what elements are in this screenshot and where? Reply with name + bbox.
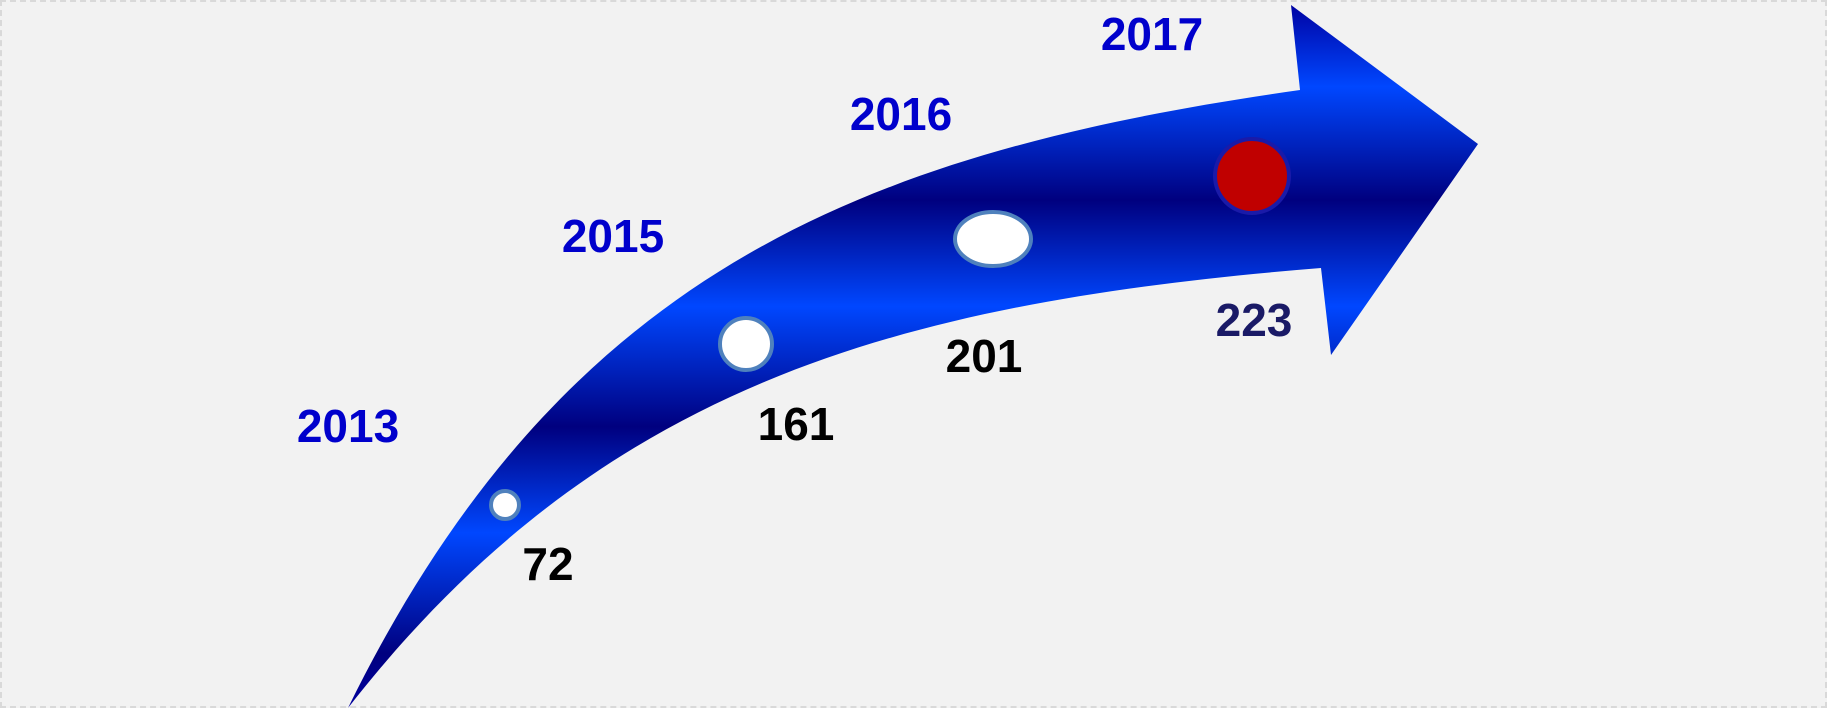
milestone-marker [489,489,521,521]
year-label: 2013 [297,400,399,452]
value-label: 161 [758,398,835,450]
value-label: 223 [1216,294,1293,346]
growth-arrow [348,5,1478,708]
year-label: 2015 [562,210,664,262]
year-label: 2017 [1101,8,1203,60]
milestone-marker [718,316,774,372]
year-labels: 2013 2015 2016 2017 [297,8,1203,452]
value-label: 201 [946,330,1023,382]
value-labels: 72 161 201 223 [522,294,1292,590]
year-label: 2016 [850,88,952,140]
milestone-marker [953,210,1033,268]
value-label: 72 [522,538,573,590]
milestone-markers [489,137,1291,521]
milestone-marker-highlight [1213,137,1291,215]
